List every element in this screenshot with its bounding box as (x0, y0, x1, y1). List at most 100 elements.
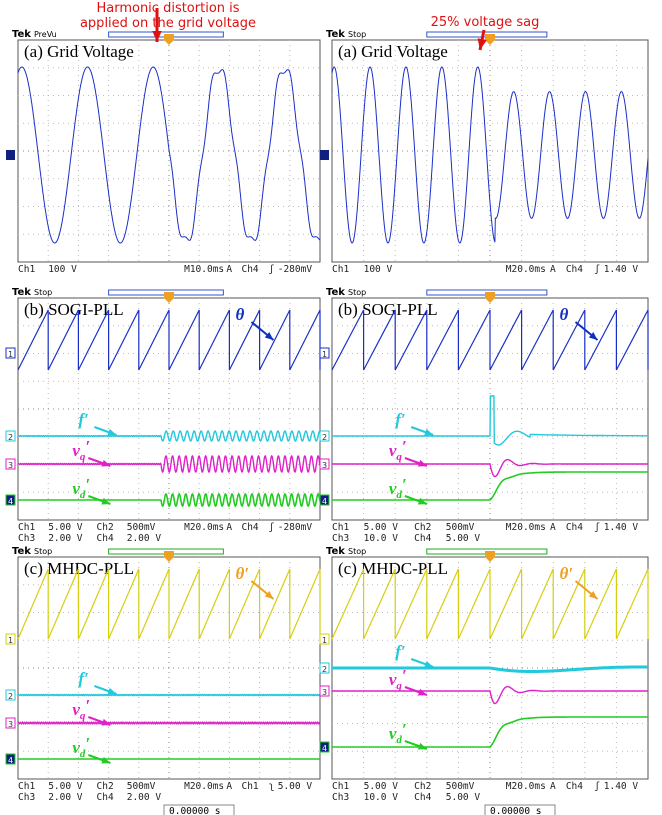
title: (a) Grid Voltage (338, 42, 448, 61)
waveform (18, 695, 320, 696)
footer-text: M20.0ms (184, 781, 224, 792)
footer-text: 2.00 V (127, 533, 162, 544)
footer-text: Ch2 (97, 522, 114, 533)
channel-number: 2 (8, 692, 13, 701)
footer-text: Ch1 (332, 264, 349, 275)
footer-text: M10.0ms (184, 264, 224, 275)
footer-text: A (226, 781, 232, 792)
footer-text: Ch1 (332, 781, 349, 792)
footer-text: 1.40 V (604, 522, 639, 533)
footer-text: Ch3 (332, 533, 349, 544)
label-mark: ′ (402, 475, 407, 494)
footer-text: 100 V (48, 264, 77, 275)
footer-text: ʃ (594, 781, 600, 792)
footer-text: Ch4 (566, 522, 583, 533)
footer-text: ʃ (594, 522, 600, 533)
signal-label: f′ (78, 410, 88, 429)
channel-number: 3 (322, 688, 327, 697)
time-readout: 0.00000 s (490, 806, 541, 815)
label-mark: ′ (85, 696, 90, 715)
scope-state: Stop (34, 547, 52, 556)
footer-text: Ch3 (18, 792, 35, 803)
scope-state: Stop (348, 288, 366, 297)
footer-text: 5.00 V (446, 792, 481, 803)
channel-number: 3 (322, 461, 327, 470)
scope-brand: Tek (12, 287, 31, 298)
title: (c) MHDC-PLL (24, 559, 134, 578)
scope-brand: Tek (326, 29, 345, 40)
label-text: f′ (78, 410, 88, 429)
label-text: θ′ (235, 564, 249, 583)
channel-number: 4 (8, 756, 13, 765)
footer-text: Ch3 (18, 533, 35, 544)
channel-number: 2 (322, 665, 327, 674)
footer-text: Ch3 (332, 792, 349, 803)
footer-text: 500mV (127, 522, 156, 533)
footer-text: 10.0 V (364, 792, 399, 803)
scope-state: Stop (348, 547, 366, 556)
footer-text: ʃ (594, 264, 600, 275)
footer-text: 5.00 V (48, 781, 83, 792)
footer-text: A (550, 781, 556, 792)
channel-number: 2 (8, 433, 13, 442)
label-text: θ (235, 305, 244, 324)
footer-text: 2.00 V (48, 792, 83, 803)
label-text: f′ (395, 642, 405, 661)
channel-marker (320, 150, 329, 160)
label-text: f′ (395, 410, 405, 429)
footer-text: Ch4 (566, 264, 583, 275)
label-mark: ′ (85, 437, 90, 456)
footer-text: Ch1 (18, 781, 35, 792)
footer-text: Ch4 (97, 533, 114, 544)
signal-label: f′ (395, 410, 405, 429)
scope-state: Stop (348, 30, 366, 39)
footer-text: Ch4 (566, 781, 583, 792)
footer-text: -280mV (278, 522, 313, 533)
footer-text: 5.00 V (446, 533, 481, 544)
channel-number: 4 (322, 497, 327, 506)
footer-text: 500mV (446, 522, 475, 533)
footer-text: M20.0ms (506, 781, 546, 792)
title: (b) SOGI-PLL (338, 300, 438, 319)
label-mark: ′ (402, 666, 407, 685)
scope-brand: Tek (12, 29, 31, 40)
footer-text: 1.40 V (604, 264, 639, 275)
footer-text: Ch4 (97, 792, 114, 803)
footer-text: -280mV (278, 264, 313, 275)
label-mark: ′ (85, 475, 90, 494)
footer-text: Ch4 (414, 533, 431, 544)
signal-label: θ (235, 305, 244, 324)
channel-number: 1 (322, 350, 327, 359)
footer-text: 1.40 V (604, 781, 639, 792)
signal-label: θ′ (235, 564, 249, 583)
footer-text: M20.0ms (506, 522, 546, 533)
channel-number: 3 (8, 461, 13, 470)
footer-text: 5.00 V (364, 781, 399, 792)
footer-text: 500mV (446, 781, 475, 792)
footer-text: Ch1 (241, 781, 258, 792)
footer-text: Ch2 (97, 781, 114, 792)
signal-label: θ (560, 305, 569, 324)
scope-brand: Tek (12, 546, 31, 557)
channel-number: 1 (8, 636, 13, 645)
footer-text: Ch2 (414, 781, 431, 792)
channel-number: 1 (322, 636, 327, 645)
footer-text: Ch1 (332, 522, 349, 533)
footer-text: Ch4 (241, 522, 258, 533)
signal-label: f′ (78, 669, 88, 688)
signal-label: θ′ (560, 564, 574, 583)
label-mark: ′ (402, 437, 407, 456)
title: (a) Grid Voltage (24, 42, 134, 61)
label-mark: ′ (402, 720, 407, 739)
footer-text: 5.00 V (364, 522, 399, 533)
footer-text: 500mV (127, 781, 156, 792)
figure: Harmonic distortion isapplied on the gri… (0, 0, 662, 815)
footer-text: 5.00 V (48, 522, 83, 533)
channel-number: 3 (8, 720, 13, 729)
label-mark: ′ (85, 734, 90, 753)
label-text: f′ (78, 669, 88, 688)
scope-state: Stop (34, 288, 52, 297)
annotation: applied on the grid voltage (80, 16, 256, 31)
label-text: θ′ (560, 564, 574, 583)
footer-text: 2.00 V (48, 533, 83, 544)
